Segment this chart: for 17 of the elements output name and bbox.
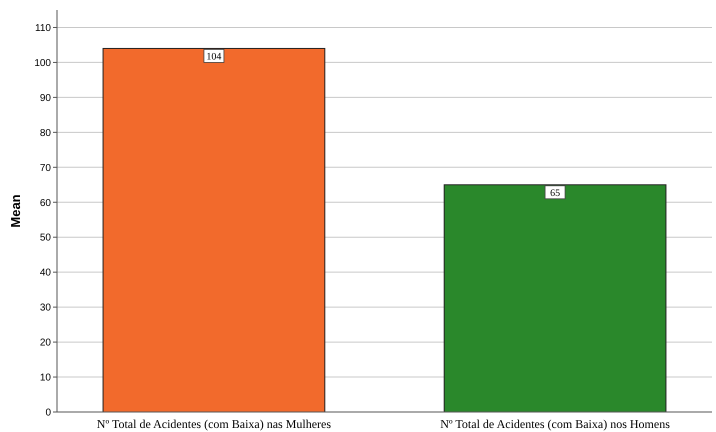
y-tick-label: 90 <box>40 92 52 104</box>
x-tick-label: Nº Total de Acidentes (com Baixa) nas Mulheres <box>96 417 332 431</box>
y-tick-label: 70 <box>40 162 52 174</box>
y-tick-label: 100 <box>34 58 52 69</box>
y-tick-label: 0 <box>45 408 52 418</box>
y-axis-title: Mean <box>8 194 23 228</box>
y-tick-label: 80 <box>40 128 52 139</box>
data-label: 104 <box>206 51 222 62</box>
y-tick-label: 60 <box>40 198 52 209</box>
y-tick-label: 10 <box>40 372 52 384</box>
y-tick-label: 40 <box>40 268 52 279</box>
x-tick-label: Nº Total de Acidentes (com Baixa) nos Homens <box>440 417 670 431</box>
data-label: 65 <box>550 188 560 199</box>
y-tick-label: 110 <box>35 22 52 34</box>
y-tick-label: 50 <box>40 232 52 244</box>
y-tick-label: 20 <box>40 338 52 349</box>
y-tick-label: 30 <box>40 302 52 314</box>
